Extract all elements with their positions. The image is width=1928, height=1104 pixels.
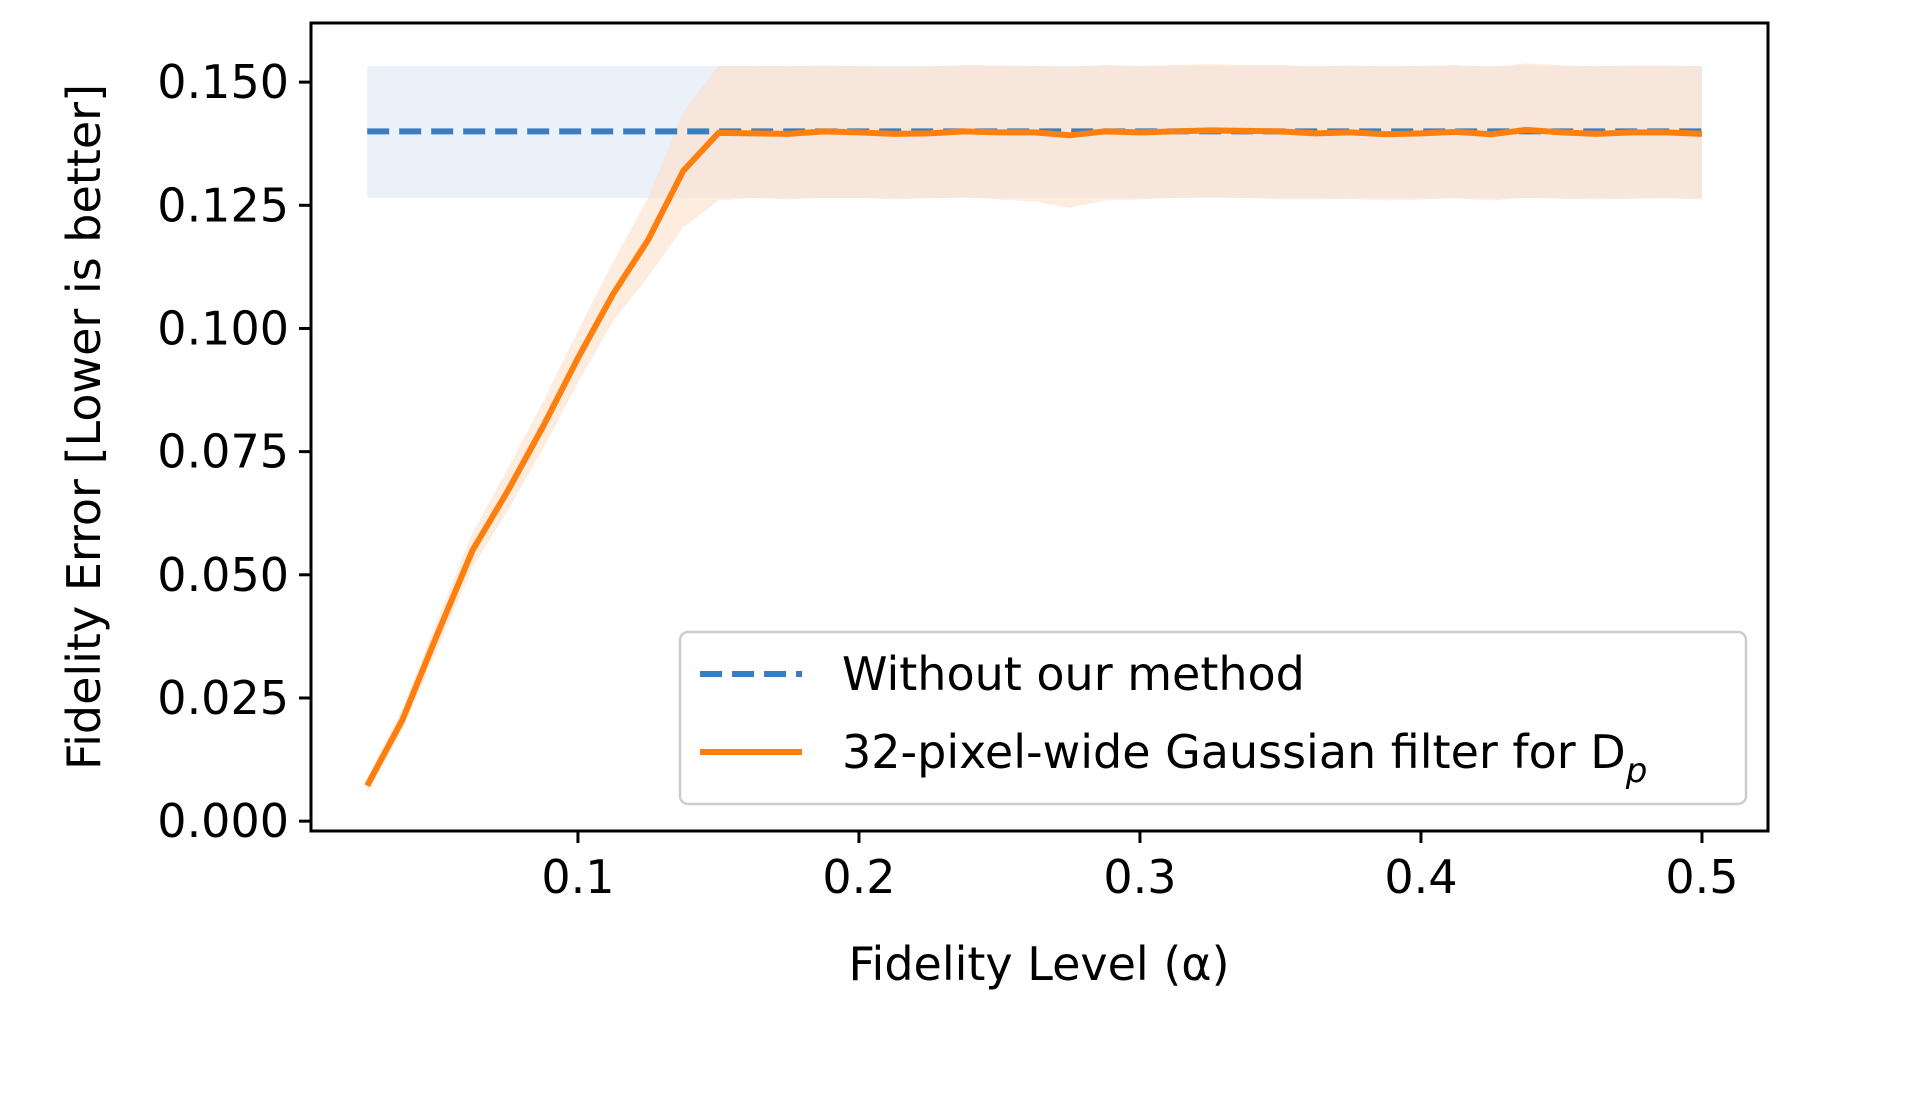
band-gaussian	[367, 63, 1703, 793]
legend-box	[678, 630, 1748, 806]
plot-frame	[309, 21, 1770, 833]
x-tick-label: 0.4	[1384, 850, 1457, 904]
y-axis: 0.000 0.025 0.050 0.075 0.100 0.125 0.150	[157, 55, 311, 848]
legend-label-gaussian-subscript: p	[1625, 751, 1648, 791]
legend-label-gaussian: 32-pixel-wide Gaussian filter for Dp	[842, 725, 1647, 791]
y-tick-label: 0.050	[157, 548, 289, 602]
x-tick-label: 0.1	[541, 850, 614, 904]
legend: Without our method 32-pixel-wide Gaussia…	[678, 630, 1748, 806]
legend-label-baseline: Without our method	[842, 647, 1305, 701]
y-tick-label: 0.025	[157, 671, 289, 725]
y-tick-label: 0.000	[157, 794, 289, 848]
y-axis-label: Fidelity Error [Lower is better]	[57, 84, 111, 770]
legend-label-gaussian-main: 32-pixel-wide Gaussian filter for D	[842, 725, 1626, 779]
y-tick-label: 0.125	[157, 178, 289, 232]
y-tick-label: 0.075	[157, 425, 289, 479]
x-axis: 0.1 0.2 0.3 0.4 0.5	[541, 831, 1739, 904]
series-lines	[364, 126, 1703, 788]
x-tick-label: 0.3	[1103, 850, 1176, 904]
y-tick-label: 0.150	[157, 55, 289, 109]
series-line-gaussian	[364, 126, 1703, 788]
x-tick-label: 0.2	[822, 850, 895, 904]
x-axis-label: Fidelity Level (α)	[848, 937, 1229, 991]
x-tick-label: 0.5	[1665, 850, 1738, 904]
y-tick-label: 0.100	[157, 301, 289, 355]
